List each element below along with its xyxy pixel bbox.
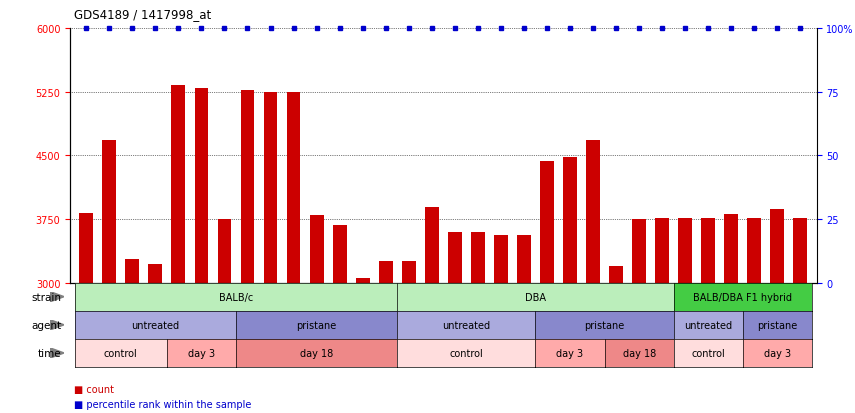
Bar — [195, 89, 209, 283]
Bar — [655, 218, 669, 283]
Bar — [770, 209, 784, 283]
Bar — [263, 93, 277, 283]
Text: day 3: day 3 — [764, 348, 791, 358]
Polygon shape — [50, 348, 64, 358]
Bar — [448, 232, 462, 283]
Text: control: control — [450, 348, 483, 358]
Text: pristane: pristane — [585, 320, 625, 330]
Bar — [379, 262, 392, 283]
Text: day 3: day 3 — [188, 348, 215, 358]
Text: ■ percentile rank within the sample: ■ percentile rank within the sample — [74, 399, 251, 409]
Bar — [563, 158, 577, 283]
Bar — [724, 214, 738, 283]
Text: untreated: untreated — [132, 320, 180, 330]
Bar — [286, 93, 300, 283]
Bar — [517, 235, 531, 283]
Text: untreated: untreated — [684, 320, 733, 330]
Text: control: control — [692, 348, 725, 358]
Bar — [678, 218, 693, 283]
Text: BALB/DBA F1 hybrid: BALB/DBA F1 hybrid — [693, 292, 793, 302]
Bar — [793, 218, 807, 283]
Bar — [217, 219, 232, 283]
Bar — [425, 208, 439, 283]
Text: day 18: day 18 — [300, 348, 333, 358]
Bar — [172, 85, 186, 283]
Text: untreated: untreated — [442, 320, 491, 330]
Text: pristane: pristane — [297, 320, 337, 330]
Bar — [747, 218, 761, 283]
Text: control: control — [104, 348, 138, 358]
Bar — [540, 162, 554, 283]
Bar — [587, 141, 600, 283]
Bar — [471, 232, 485, 283]
Polygon shape — [50, 320, 64, 330]
Text: time: time — [38, 348, 62, 358]
Bar — [402, 262, 416, 283]
Polygon shape — [50, 292, 64, 302]
Text: day 18: day 18 — [622, 348, 656, 358]
Bar — [701, 218, 715, 283]
Bar — [126, 259, 139, 283]
Text: day 3: day 3 — [557, 348, 584, 358]
Bar — [103, 141, 116, 283]
Bar — [632, 219, 646, 283]
Bar — [609, 266, 623, 283]
Text: pristane: pristane — [758, 320, 798, 330]
Text: GDS4189 / 1417998_at: GDS4189 / 1417998_at — [74, 8, 212, 21]
Bar — [240, 91, 255, 283]
Bar — [310, 215, 323, 283]
Text: agent: agent — [32, 320, 62, 330]
Bar — [356, 279, 369, 283]
Text: DBA: DBA — [525, 292, 546, 302]
Bar — [80, 214, 93, 283]
Text: BALB/c: BALB/c — [219, 292, 253, 302]
Text: strain: strain — [32, 292, 62, 302]
Bar — [333, 225, 346, 283]
Text: ■ count: ■ count — [74, 384, 115, 394]
Bar — [494, 235, 508, 283]
Bar — [149, 264, 162, 283]
